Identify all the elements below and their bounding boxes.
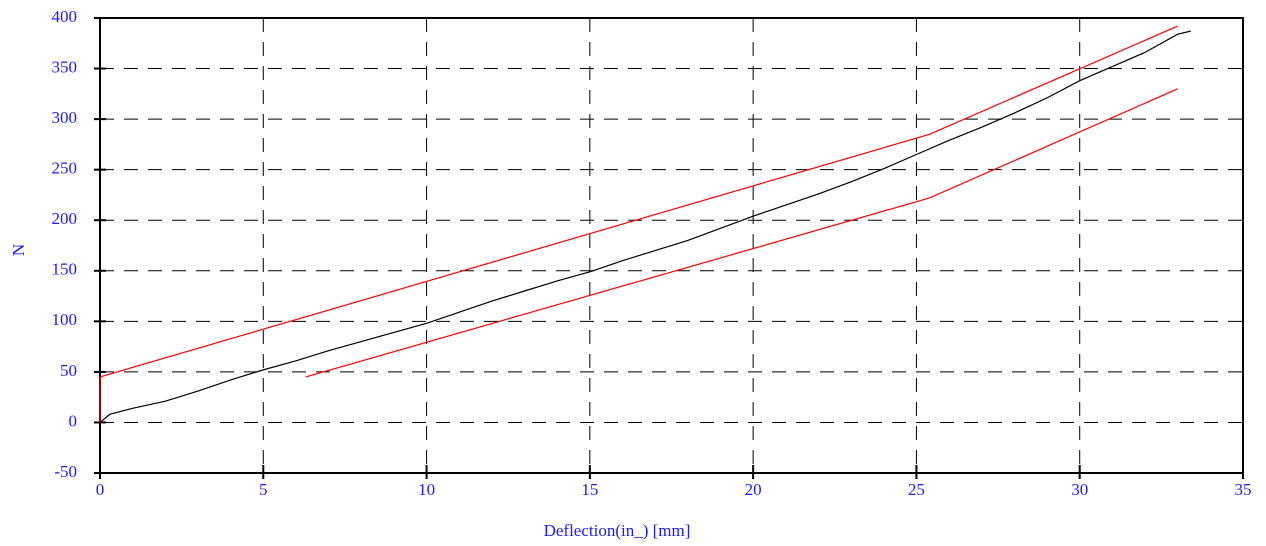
data-line (99, 30, 1191, 423)
x-tick-label: 25 (908, 480, 925, 499)
x-tick-label: 30 (1071, 480, 1088, 499)
plot-frame (99, 17, 1244, 474)
y-tick-label: 0 (69, 411, 78, 430)
x-tick-label: 10 (418, 480, 435, 499)
y-tick-label: 50 (60, 361, 77, 380)
x-axis-label: Deflection(in_) [mm] (544, 521, 691, 540)
y-tick-label: 300 (52, 108, 78, 127)
x-tick-label: 15 (581, 480, 598, 499)
x-tick-label: 20 (745, 480, 762, 499)
y-tick-label: -50 (54, 462, 77, 481)
x-tick-label: 35 (1235, 480, 1252, 499)
y-tick-label: 400 (52, 7, 78, 26)
y-tick-label: 150 (52, 260, 78, 279)
y-tick-label: 250 (52, 159, 78, 178)
y-tick-label: 100 (52, 310, 78, 329)
y-tick-label: 350 (52, 57, 78, 76)
y-axis-label: N (9, 244, 28, 256)
data-line (99, 25, 1178, 423)
data-line (305, 88, 1178, 378)
y-tick-label: 200 (52, 209, 78, 228)
x-tick-label: 0 (96, 480, 105, 499)
x-tick-label: 5 (259, 480, 268, 499)
